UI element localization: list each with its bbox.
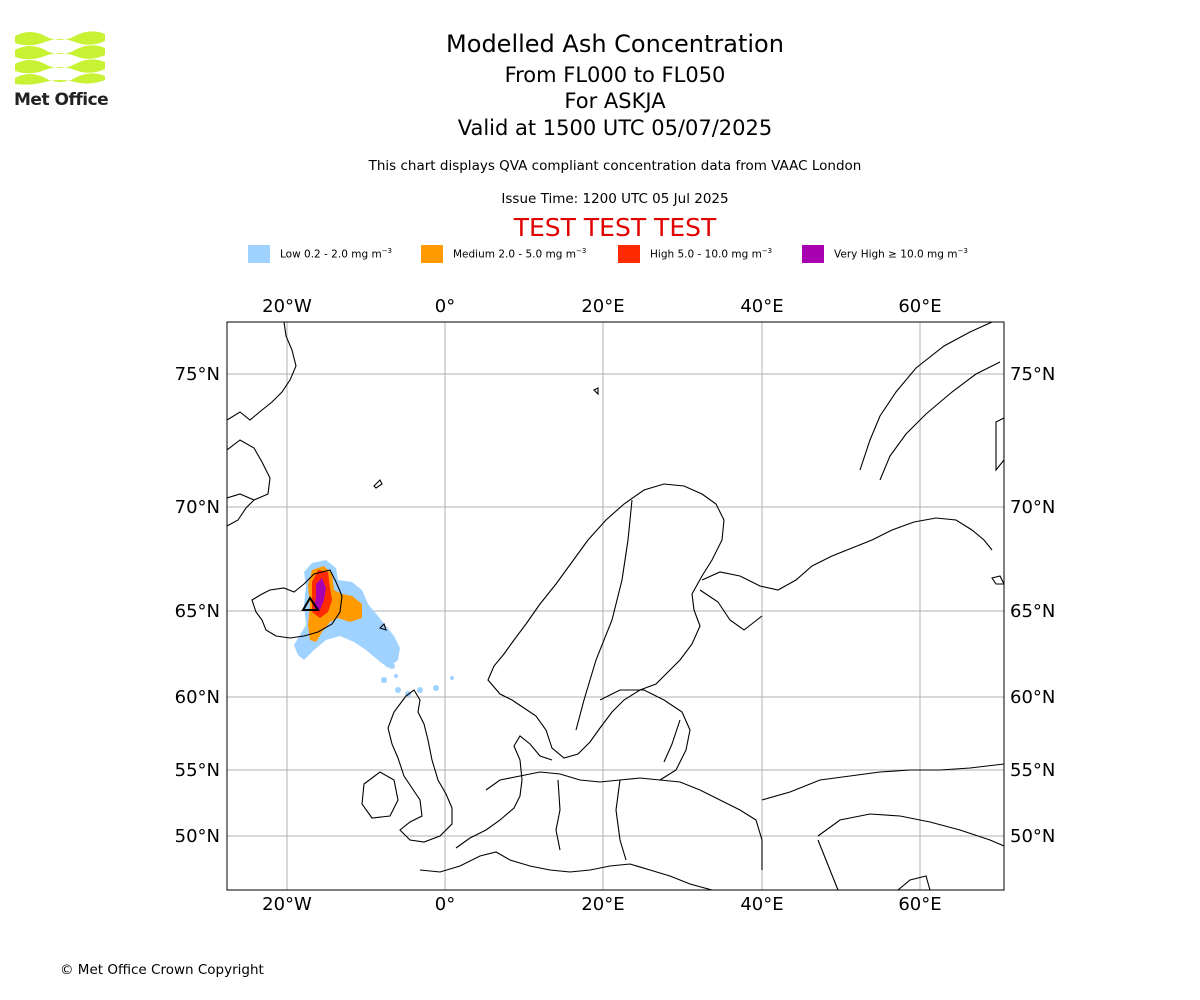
legend-swatch-low [248, 245, 270, 263]
legend-label-medium: Medium 2.0 - 5.0 mg m−3 [453, 247, 587, 261]
ash-very-high [314, 578, 326, 610]
right-lat-labels: 75°N 70°N 65°N 60°N 55°N 50°N [1010, 364, 1055, 847]
lon-label-40e-top: 40°E [740, 296, 783, 317]
flight-level-range: From FL000 to FL050 [504, 63, 726, 87]
ash-cloud [294, 560, 454, 697]
legend-label-low: Low 0.2 - 2.0 mg m−3 [280, 247, 393, 261]
lon-label-60e-bottom: 60°E [898, 894, 941, 915]
met-office-wave-icon [15, 31, 105, 85]
lat-label-65n-right: 65°N [1010, 601, 1055, 622]
legend-item-high: High 5.0 - 10.0 mg m−3 [618, 244, 772, 264]
legend-item-low: Low 0.2 - 2.0 mg m−3 [248, 244, 392, 264]
issue-time: Issue Time: 1200 UTC 05 Jul 2025 [501, 191, 729, 207]
copyright-notice: © Met Office Crown Copyright [60, 962, 264, 978]
lat-label-75n-right: 75°N [1010, 364, 1055, 385]
legend-label-very-high: Very High ≥ 10.0 mg m−3 [834, 247, 968, 261]
lat-label-50n-left: 50°N [175, 826, 220, 847]
bottom-lon-labels: 20°W 0° 20°E 40°E 60°E [262, 894, 941, 915]
lon-label-20e-bottom: 20°E [581, 894, 624, 915]
lon-label-20e-top: 20°E [581, 296, 624, 317]
lat-label-55n-left: 55°N [175, 760, 220, 781]
lat-label-50n-right: 50°N [1010, 826, 1055, 847]
lat-label-65n-left: 65°N [175, 601, 220, 622]
lon-label-20w-bottom: 20°W [262, 894, 312, 915]
lon-label-0-top: 0° [435, 296, 455, 317]
legend-item-very-high: Very High ≥ 10.0 mg m−3 [802, 244, 968, 264]
top-lon-labels: 20°W 0° 20°E 40°E 60°E [262, 296, 941, 317]
lat-label-75n-left: 75°N [175, 364, 220, 385]
met-office-logo: Met Office [12, 28, 112, 118]
valid-time: Valid at 1500 UTC 05/07/2025 [457, 116, 773, 140]
map-frame [226, 321, 1005, 891]
legend-swatch-high [618, 245, 640, 263]
lon-label-0-bottom: 0° [435, 894, 455, 915]
logo-text: Met Office [14, 90, 109, 110]
volcano-name: For ASKJA [564, 89, 666, 113]
lat-label-70n-left: 70°N [175, 497, 220, 518]
lat-label-55n-right: 55°N [1010, 760, 1055, 781]
lat-label-70n-right: 70°N [1010, 497, 1055, 518]
lon-label-20w-top: 20°W [262, 296, 312, 317]
legend-label-high: High 5.0 - 10.0 mg m−3 [650, 247, 773, 261]
legend-swatch-medium [421, 245, 443, 263]
lon-label-40e-bottom: 40°E [740, 894, 783, 915]
legend-item-medium: Medium 2.0 - 5.0 mg m−3 [421, 244, 586, 264]
coastlines [227, 322, 1004, 890]
volcano-triangle-icon [301, 596, 320, 611]
test-banner: TEST TEST TEST [513, 213, 717, 242]
lat-label-60n-right: 60°N [1010, 687, 1055, 708]
graticule [227, 322, 1004, 890]
chart-description: This chart displays QVA compliant concen… [368, 158, 862, 174]
lat-label-60n-left: 60°N [175, 687, 220, 708]
left-lat-labels: 75°N 70°N 65°N 60°N 55°N 50°N [175, 364, 220, 847]
legend-swatch-very-high [802, 245, 824, 263]
chart-title: Modelled Ash Concentration [446, 30, 784, 58]
lon-label-60e-top: 60°E [898, 296, 941, 317]
